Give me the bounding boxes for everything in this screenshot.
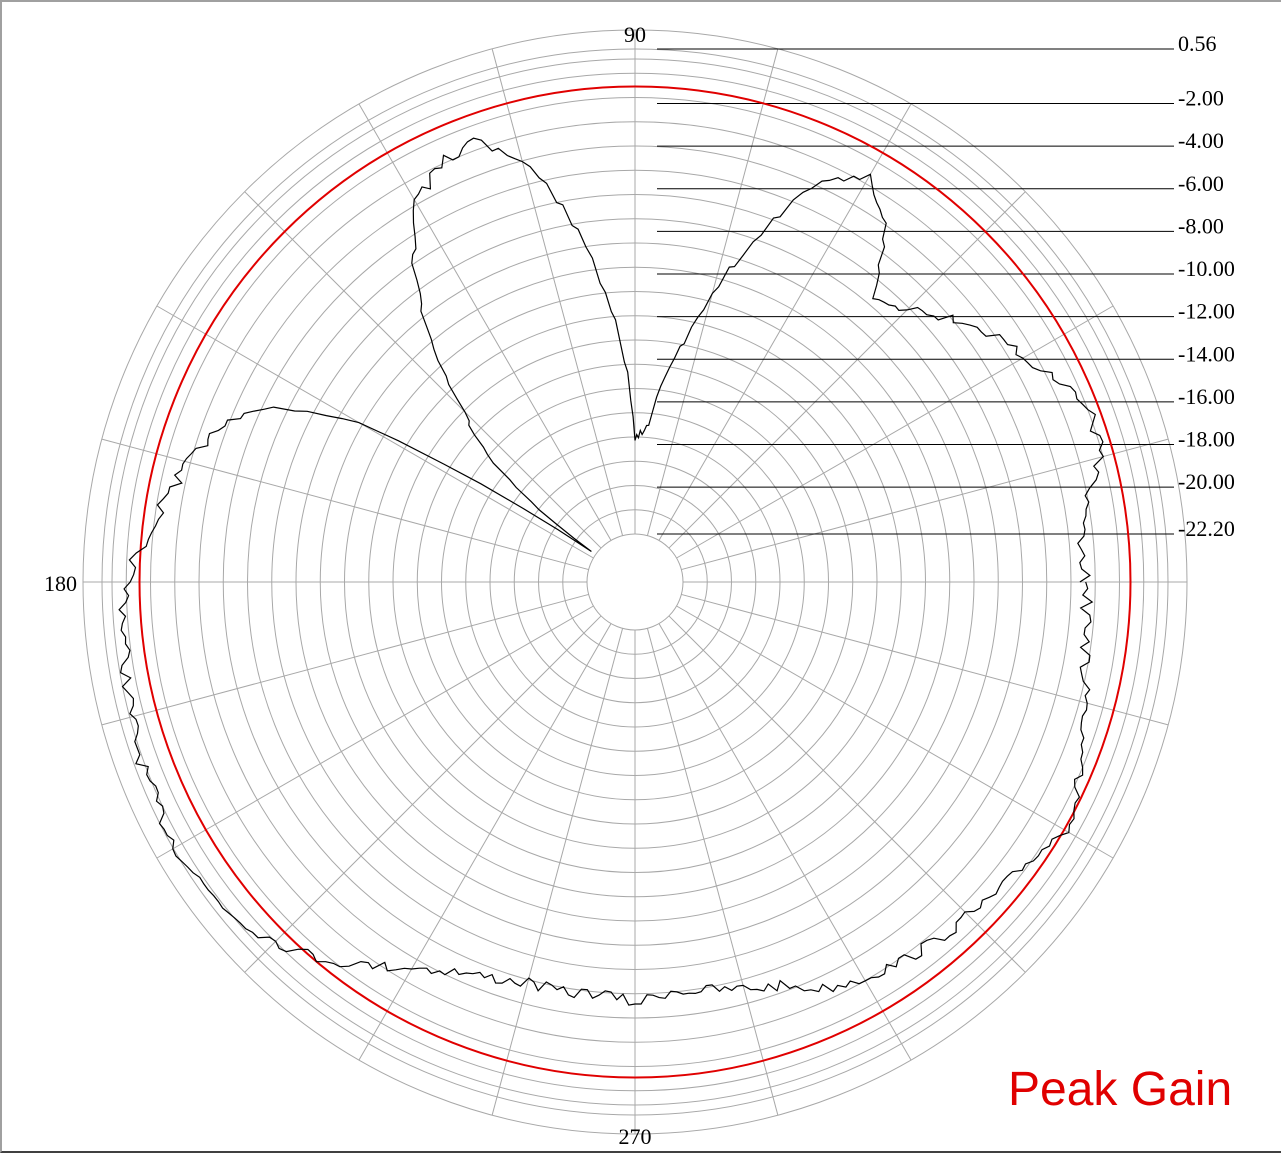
radial-gridline [125, 72, 1145, 1092]
radial-label: -10.00 [1178, 256, 1235, 281]
angular-gridline [156, 605, 594, 859]
angle-label: 180 [44, 571, 77, 596]
radial-label: -2.00 [1178, 86, 1224, 111]
radial-label: -14.00 [1178, 341, 1235, 366]
angular-gridline [658, 103, 912, 541]
series-line [118, 137, 1105, 1006]
radial-gridline [441, 388, 829, 776]
radial-label-leaders [657, 48, 1174, 535]
angular-gridline [658, 623, 912, 1061]
angle-label: 90 [624, 22, 646, 47]
radial-gridlines [82, 29, 1188, 1135]
angle-labels: 90 180 270 [44, 22, 652, 1149]
radial-gridline [513, 460, 757, 704]
angular-gridline [156, 305, 594, 559]
radial-gridline [368, 315, 902, 849]
angle-label: 270 [619, 1124, 652, 1149]
radial-gridline [538, 485, 732, 679]
angular-gridline [244, 615, 602, 973]
radial-gridline [174, 121, 1096, 1043]
angular-gridline [646, 628, 779, 1116]
radial-label: -18.00 [1178, 427, 1235, 452]
reference-circle [138, 85, 1132, 1079]
radial-gridline [271, 218, 999, 946]
angular-gridline [681, 438, 1169, 571]
radial-gridline [562, 509, 708, 655]
radial-gridline [344, 291, 926, 873]
radial-gridline [586, 533, 684, 631]
radial-gridline [198, 145, 1072, 1019]
series-layer [118, 137, 1105, 1006]
radial-label: 0.56 [1178, 31, 1217, 56]
radial-gridline [247, 194, 1023, 970]
angular-gridline [676, 305, 1114, 559]
radial-gridline [101, 48, 1169, 1116]
radial-gridline [465, 412, 805, 752]
angular-gridlines [83, 30, 1187, 1134]
radial-gridline [82, 29, 1188, 1135]
peak-gain-annotation: Peak Gain [1008, 1063, 1233, 1116]
radial-label: -4.00 [1178, 128, 1224, 153]
angular-gridline [491, 628, 624, 1116]
radial-gridline [416, 363, 854, 801]
radial-label: -8.00 [1178, 213, 1224, 238]
radial-label: -16.00 [1178, 384, 1235, 409]
reference-circle-ring [138, 85, 1132, 1079]
angular-gridline [101, 593, 589, 726]
radial-gridline [222, 169, 1048, 995]
angular-gridline [244, 191, 602, 549]
radial-gridline [111, 58, 1159, 1106]
angular-gridline [491, 48, 624, 536]
angular-gridline [101, 438, 589, 571]
radial-label: -6.00 [1178, 171, 1224, 196]
radial-labels: 0.56 -2.00 -4.00 -6.00 -8.00 -10.00 -12.00 -14.… [1178, 31, 1235, 541]
radial-label: -20.00 [1178, 469, 1235, 494]
angular-gridline [668, 615, 1026, 973]
radial-gridline [295, 242, 975, 922]
angular-gridline [358, 103, 612, 541]
angular-gridline [676, 605, 1114, 859]
radial-label: -22.20 [1178, 516, 1235, 541]
radial-gridline [392, 339, 878, 825]
radial-gridline [150, 97, 1120, 1067]
angular-gridline [668, 191, 1026, 549]
radial-label: -12.00 [1178, 299, 1235, 324]
radial-gridline [319, 266, 951, 898]
angular-gridline [358, 623, 612, 1061]
